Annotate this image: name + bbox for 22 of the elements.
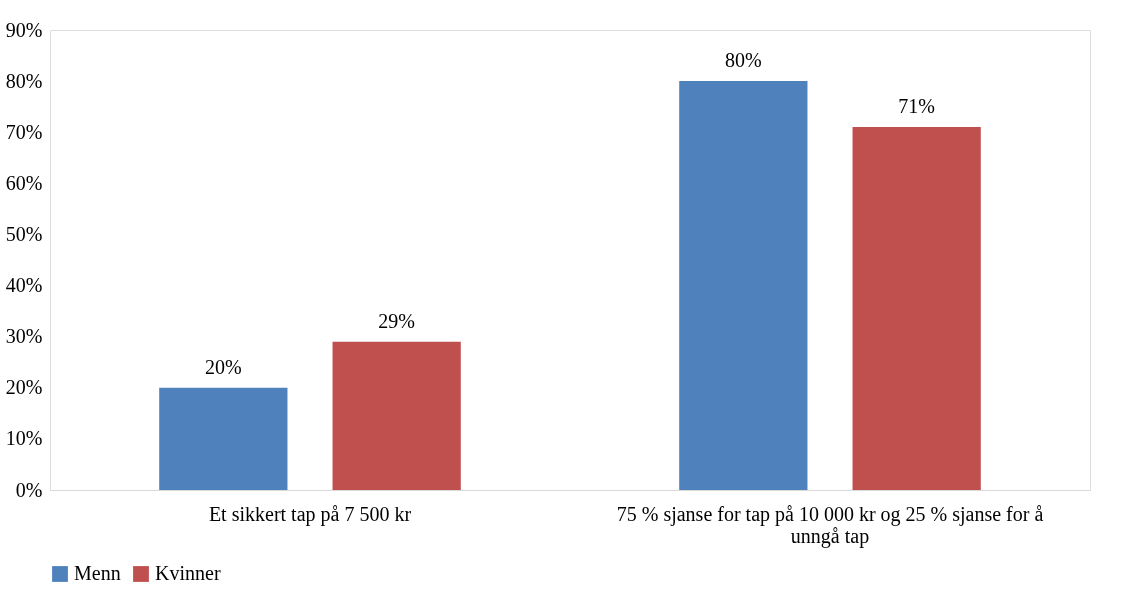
data-label: 29% <box>378 309 415 332</box>
y-tick-label: 90% <box>5 18 43 41</box>
y-tick-label: 0% <box>15 478 43 501</box>
y-tick-label: 50% <box>5 222 43 245</box>
y-tick-label: 40% <box>5 274 43 297</box>
legend-label: Menn <box>74 562 121 584</box>
legend-label: Kvinner <box>155 562 221 584</box>
data-label: 20% <box>205 355 242 378</box>
y-tick-label: 80% <box>5 69 43 92</box>
bar <box>852 127 981 490</box>
data-label: 80% <box>725 49 762 72</box>
y-tick-label: 10% <box>5 427 43 450</box>
y-tick-label: 30% <box>5 325 43 348</box>
x-tick-label: 75 % sjanse for tap på 10 000 kr og 25 % sjanse for å unngå tap <box>616 502 1044 548</box>
bar <box>679 81 808 490</box>
y-tick-label: 60% <box>5 171 43 194</box>
data-label: 71% <box>898 95 935 118</box>
x-tick-label: Et sikkert tap på 7 500 kr <box>208 502 412 526</box>
bar <box>159 387 288 490</box>
bar <box>332 341 461 490</box>
y-tick-label: 70% <box>5 120 43 143</box>
y-tick-label: 20% <box>5 376 43 399</box>
